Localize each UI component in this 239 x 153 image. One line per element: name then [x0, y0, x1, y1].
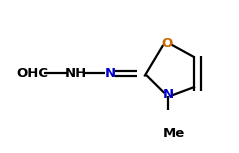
Text: N: N [162, 88, 174, 101]
Text: O: O [161, 37, 172, 50]
Text: NH: NH [65, 67, 87, 80]
Text: Me: Me [163, 127, 185, 140]
Text: OHC: OHC [16, 67, 48, 80]
Text: N: N [104, 67, 116, 80]
